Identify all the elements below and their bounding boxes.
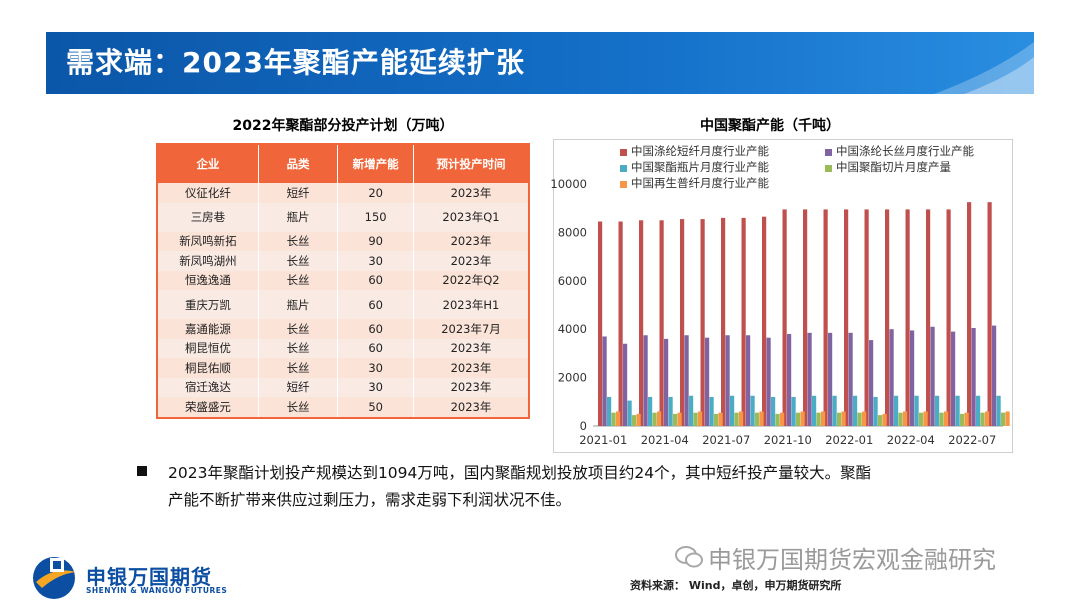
table-row: 嘉通能源 长丝 60 2023年7月 xyxy=(157,319,530,339)
table-cell: 长丝 xyxy=(258,397,339,418)
table-row: 荣盛盛元 长丝 50 2023年 xyxy=(157,397,530,418)
chart-title: 中国聚酯产能（千吨） xyxy=(700,118,840,134)
table-cell: 30 xyxy=(337,251,414,271)
table-cell: 60 xyxy=(337,270,414,290)
table-cell: 2022年Q2 xyxy=(413,270,530,290)
data-source: 资料来源： Wind，卓创，申万期货研究所 xyxy=(630,579,842,592)
chart-frame xyxy=(553,139,1013,453)
table-cell: 瓶片 xyxy=(258,290,339,319)
column-header: 企业 xyxy=(157,144,259,183)
column-header: 新增产能 xyxy=(337,144,414,183)
legend-swatch xyxy=(620,180,627,188)
table-cell: 60 xyxy=(337,338,414,358)
legend-swatch xyxy=(620,164,627,172)
table-cell: 长丝 xyxy=(258,358,339,378)
summary-text: 2023年聚酯计划投产规模达到1094万吨，国内聚酯规划投放项目约24个，其中短… xyxy=(168,460,968,514)
table-cell: 90 xyxy=(337,231,414,251)
table-cell: 长丝 xyxy=(258,270,339,290)
table-cell: 长丝 xyxy=(258,338,339,358)
table-cell: 2023年Q1 xyxy=(413,202,530,232)
table-cell: 60 xyxy=(337,319,414,339)
table-row: 新凤鸣新拓 长丝 90 2023年 xyxy=(157,231,530,251)
table-cell: 荣盛盛元 xyxy=(157,397,259,418)
table-cell: 2023年 xyxy=(413,231,530,251)
table-cell: 2023年 xyxy=(413,338,530,358)
table-cell: 2023年 xyxy=(413,377,530,397)
legend-entry: 中国聚酯瓶片月度行业产能 xyxy=(620,159,769,175)
table-row: 桐昆恒优 长丝 60 2023年 xyxy=(157,338,530,358)
table-cell: 瓶片 xyxy=(258,202,339,232)
table-cell: 重庆万凯 xyxy=(157,290,259,319)
table-row: 仪征化纤 短纤 20 2023年 xyxy=(157,183,530,203)
table-row: 重庆万凯 瓶片 60 2023年H1 xyxy=(157,290,530,319)
table-title: 2022年聚酯部分投产计划（万吨） xyxy=(232,118,454,134)
legend-label: 中国涤纶短纤月度行业产能 xyxy=(631,144,769,158)
legend-entry: 中国再生普纤月度行业产能 xyxy=(620,175,769,191)
table-cell: 短纤 xyxy=(258,183,339,203)
table-cell: 长丝 xyxy=(258,251,339,271)
table-cell: 长丝 xyxy=(258,231,339,251)
table-row: 恒逸逸通 长丝 60 2022年Q2 xyxy=(157,270,530,290)
table-cell: 2023年 xyxy=(413,397,530,418)
table-row: 桐昆佑顺 长丝 30 2023年 xyxy=(157,358,530,378)
table-cell: 恒逸逸通 xyxy=(157,270,259,290)
table-cell: 2023年 xyxy=(413,251,530,271)
table-cell: 30 xyxy=(337,377,414,397)
production-plan-table: 企业 品类 新增产能 预计投产时间 仪征化纤 短纤 20 2023年 三房巷 瓶片 150 2023… xyxy=(156,143,530,419)
legend-swatch xyxy=(825,164,832,172)
table-cell: 30 xyxy=(337,358,414,378)
table-header-row: 企业 品类 新增产能 预计投产时间 xyxy=(157,144,530,183)
table-cell: 新凤鸣湖州 xyxy=(157,251,259,271)
summary-line-2: 产能不断扩带来供应过剩压力，需求走弱下利润状况不佳。 xyxy=(168,491,572,509)
legend-entry: 中国涤纶长丝月度行业产能 xyxy=(825,143,974,159)
table-cell: 短纤 xyxy=(258,377,339,397)
company-logo-icon xyxy=(33,557,76,599)
banner-swoosh-decoration xyxy=(934,42,1034,94)
table-cell: 宿迁逸达 xyxy=(157,377,259,397)
legend-label: 中国聚酯切片月度产量 xyxy=(836,160,951,174)
table-row: 三房巷 瓶片 150 2023年Q1 xyxy=(157,202,530,232)
column-header: 品类 xyxy=(258,144,339,183)
table-cell: 桐昆佑顺 xyxy=(157,358,259,378)
legend-label: 中国再生普纤月度行业产能 xyxy=(631,176,769,190)
legend-swatch xyxy=(825,148,832,156)
legend-entry: 中国聚酯切片月度产量 xyxy=(825,159,951,175)
table-cell: 长丝 xyxy=(258,319,339,339)
legend-swatch xyxy=(620,148,627,156)
table-cell: 20 xyxy=(337,183,414,203)
table-cell: 2023年 xyxy=(413,358,530,378)
table-cell: 50 xyxy=(337,397,414,418)
logo-name-cn: 申银万国期货 xyxy=(86,565,212,589)
table-cell: 三房巷 xyxy=(157,202,259,232)
table-cell: 2023年 xyxy=(413,183,530,203)
table-cell: 桐昆恒优 xyxy=(157,338,259,358)
table-cell: 嘉通能源 xyxy=(157,319,259,339)
legend-label: 中国涤纶长丝月度行业产能 xyxy=(836,144,974,158)
column-header: 预计投产时间 xyxy=(413,144,530,183)
legend-entry: 中国涤纶短纤月度行业产能 xyxy=(620,143,769,159)
table-cell: 仪征化纤 xyxy=(157,183,259,203)
table-cell: 2023年H1 xyxy=(413,290,530,319)
wechat-icon xyxy=(675,546,703,568)
watermark-text: 申银万国期货宏观金融研究 xyxy=(708,546,996,574)
logo-name-en: SHENYIN & WANGUO FUTURES xyxy=(86,586,228,595)
summary-line-1: 2023年聚酯计划投产规模达到1094万吨，国内聚酯规划投放项目约24个，其中短… xyxy=(168,464,872,482)
table-row: 新凤鸣湖州 长丝 30 2023年 xyxy=(157,251,530,271)
table-cell: 2023年7月 xyxy=(413,319,530,339)
page-title: 需求端：2023年聚酯产能延续扩张 xyxy=(66,46,525,79)
table-cell: 新凤鸣新拓 xyxy=(157,231,259,251)
header-banner: 需求端：2023年聚酯产能延续扩张 xyxy=(46,32,1034,94)
table-row: 宿迁逸达 短纤 30 2023年 xyxy=(157,377,530,397)
bullet-icon xyxy=(137,466,147,476)
table-cell: 60 xyxy=(337,290,414,319)
table-cell: 150 xyxy=(337,202,414,232)
legend-label: 中国聚酯瓶片月度行业产能 xyxy=(631,160,769,174)
